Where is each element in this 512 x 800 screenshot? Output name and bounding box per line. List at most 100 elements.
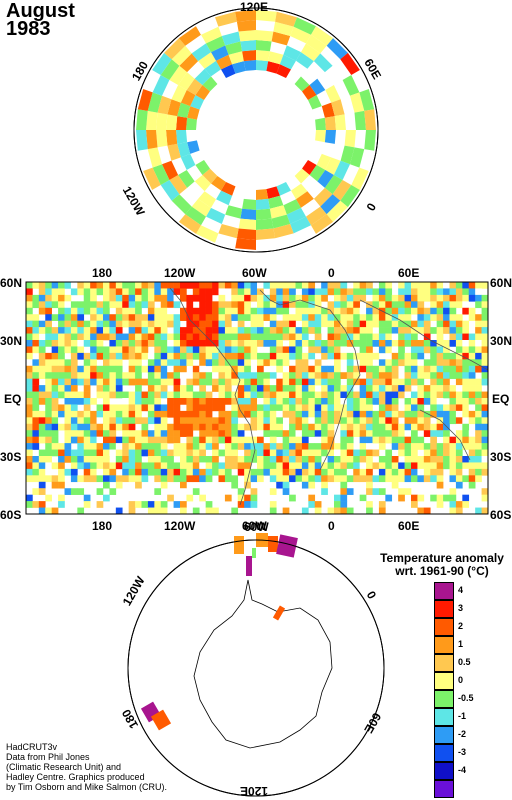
grid-cell (26, 314, 33, 321)
grid-cell (398, 320, 405, 328)
grid-cell (475, 340, 482, 347)
grid-cell (340, 301, 348, 309)
grid-cell (468, 410, 476, 418)
polar-cell (187, 106, 200, 120)
polar-cell (194, 68, 211, 85)
grid-cell (154, 365, 162, 373)
grid-cell (231, 294, 239, 302)
grid-cell (443, 385, 450, 392)
grid-cell (263, 404, 271, 412)
grid-cell (218, 410, 226, 418)
grid-cell (308, 288, 316, 296)
grid-cell (327, 507, 335, 515)
grid-cell (385, 346, 393, 354)
grid-cell (77, 288, 85, 296)
grid-cell (122, 320, 129, 328)
polar-cell (326, 200, 348, 222)
grid-cell (289, 404, 296, 412)
grid-cell (90, 443, 97, 450)
grid-cell (115, 352, 123, 360)
grid-cell (199, 346, 206, 354)
grid-cell (378, 365, 386, 373)
grid-cell (212, 314, 219, 321)
grid-cell (423, 449, 431, 457)
grid-cell (154, 294, 162, 302)
grid-cell (282, 436, 290, 444)
grid-cell (289, 443, 296, 450)
grid-cell (443, 423, 450, 431)
grid-cell (244, 462, 251, 470)
grid-cell (282, 378, 290, 386)
grid-cell (115, 481, 123, 489)
grid-cell (257, 462, 264, 470)
grid-cell (455, 320, 463, 328)
grid-cell (244, 359, 251, 367)
grid-cell (430, 327, 437, 334)
grid-cell (186, 430, 194, 437)
grid-cell (77, 488, 85, 495)
grid-cell (186, 391, 194, 399)
grid-cell (26, 365, 33, 373)
grid-cell (192, 398, 200, 405)
grid-cell (51, 404, 59, 412)
grid-cell (321, 327, 328, 334)
grid-cell (109, 372, 117, 379)
grid-cell (250, 456, 258, 463)
grid-cell (269, 327, 277, 334)
grid-cell (237, 385, 245, 392)
grid-cell (96, 365, 104, 373)
grid-cell (308, 462, 316, 470)
grid-cell (430, 462, 437, 470)
grid-cell (218, 449, 226, 457)
grid-cell (455, 475, 463, 483)
legend-label: 2 (458, 621, 464, 631)
grid-cell (45, 359, 52, 367)
grid-cell (26, 417, 33, 425)
grid-cell (398, 359, 405, 367)
grid-cell (455, 372, 463, 379)
credits-line2: Data from Phil Jones (6, 752, 90, 762)
grid-cell (366, 378, 373, 386)
grid-cell (257, 333, 264, 341)
grid-cell (160, 365, 168, 373)
grid-cell (289, 494, 296, 502)
grid-cell (481, 346, 489, 354)
grid-cell (257, 340, 264, 347)
grid-cell (51, 359, 59, 367)
grid-cell (96, 417, 104, 425)
grid-cell (269, 507, 277, 515)
grid-cell (417, 423, 425, 431)
grid-cell (372, 352, 380, 360)
grid-cell (45, 294, 52, 302)
polar-cell (317, 170, 334, 188)
grid-cell (417, 462, 425, 470)
grid-cell (26, 340, 33, 347)
grid-cell (436, 404, 444, 412)
grid-cell (430, 365, 437, 373)
grid-cell (468, 404, 476, 412)
grid-cell (340, 436, 348, 444)
grid-cell (244, 372, 251, 379)
grid-cell (38, 301, 46, 309)
grid-cell (103, 294, 110, 302)
grid-cell (109, 475, 117, 483)
polar-cell (206, 36, 226, 53)
grid-cell (353, 282, 360, 289)
grid-cell (192, 372, 200, 379)
grid-cell (308, 481, 316, 489)
grid-cell (147, 404, 155, 412)
grid-cell (301, 468, 309, 476)
grid-cell (45, 372, 52, 379)
grid-cell (128, 449, 136, 457)
grid-cell (391, 391, 399, 399)
legend-label: 3 (458, 603, 464, 613)
grid-cell (51, 430, 59, 437)
grid-cell (372, 410, 380, 418)
grid-cell (90, 314, 97, 321)
grid-cell (475, 385, 482, 392)
grid-cell (147, 436, 155, 444)
grid-cell (366, 294, 373, 302)
grid-cell (378, 301, 386, 309)
polar-cell (186, 78, 203, 95)
grid-cell (167, 398, 174, 405)
